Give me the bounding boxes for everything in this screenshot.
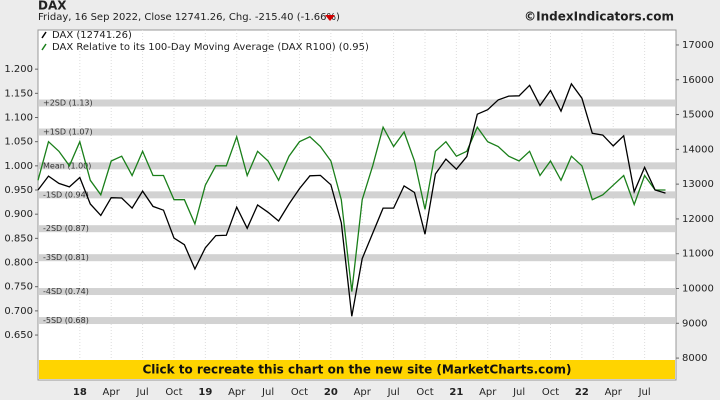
series-line [37, 125, 666, 292]
sd-band [39, 99, 675, 107]
y-tick-label: 1.150 [4, 88, 33, 99]
sd-band [39, 254, 675, 262]
x-tick-label: 19 [198, 387, 212, 398]
band-label: -4SD (0.74) [43, 287, 89, 296]
x-tick-label: Jul [512, 387, 525, 398]
y2-tick-label: 11000 [682, 249, 714, 260]
band-label: Mean (1.00) [43, 161, 91, 170]
legend-entry: DAX Relative to its 100-Day Moving Avera… [52, 42, 369, 53]
band-label: +2SD (1.13) [43, 98, 93, 107]
y-tick-label: 1.100 [4, 113, 33, 124]
x-tick-label: Apr [103, 387, 121, 398]
chart-subtitle: Friday, 16 Sep 2022, Close 12741.26, Chg… [38, 12, 340, 23]
legend-entry: DAX (12741.26) [52, 30, 132, 41]
y2-tick-label: 15000 [682, 110, 714, 121]
y2-tick-label: 17000 [682, 40, 714, 51]
y2-tick-label: 14000 [682, 144, 714, 155]
y-tick-label: 0.800 [4, 258, 33, 269]
source: ©IndexIndicators.com [524, 10, 674, 24]
y-tick-label: 0.850 [4, 233, 33, 244]
x-tick-label: Jul [261, 387, 274, 398]
sd-band [39, 288, 675, 296]
x-tick-label: 21 [449, 387, 463, 398]
x-tick-label: Oct [291, 387, 308, 398]
y-tick-label: 0.650 [4, 330, 33, 341]
band-label: -2SD (0.87) [43, 224, 89, 233]
sd-band [39, 191, 675, 199]
x-tick-label: Apr [605, 387, 623, 398]
y-tick-label: 0.750 [4, 282, 33, 293]
y-tick-label: 1.000 [4, 161, 33, 172]
y2-tick-label: 16000 [682, 75, 714, 86]
band-label: -3SD (0.81) [43, 253, 89, 262]
sd-band [39, 128, 675, 136]
x-tick-label: Apr [479, 387, 497, 398]
x-tick-label: 18 [73, 387, 87, 398]
x-tick-label: 22 [575, 387, 589, 398]
series-line [37, 82, 666, 317]
band-label: +1SD (1.07) [43, 128, 93, 137]
y2-tick-label: 9000 [682, 318, 707, 329]
band-label: -1SD (0.94) [43, 190, 89, 199]
sd-band [39, 162, 675, 170]
sd-band [39, 225, 675, 233]
legend-swatch [41, 43, 47, 51]
chart-title: DAX [38, 0, 67, 13]
x-tick-label: Jul [638, 387, 651, 398]
x-tick-label: 20 [324, 387, 338, 398]
banner-text[interactable]: Click to recreate this chart on the new … [142, 363, 571, 377]
y-tick-label: 0.900 [4, 209, 33, 220]
x-tick-label: Apr [228, 387, 246, 398]
x-tick-label: Apr [354, 387, 372, 398]
y-tick-label: 1.200 [4, 64, 33, 75]
x-tick-label: Oct [165, 387, 182, 398]
legend-swatch [41, 31, 47, 39]
y2-tick-label: 13000 [682, 179, 714, 190]
banner[interactable] [39, 360, 675, 379]
x-tick-label: Jul [387, 387, 400, 398]
x-tick-label: Oct [542, 387, 559, 398]
sd-band [39, 317, 675, 325]
y-tick-label: 0.950 [4, 185, 33, 196]
x-tick-label: Oct [416, 387, 433, 398]
y-tick-label: 1.050 [4, 137, 33, 148]
y2-tick-label: 8000 [682, 353, 707, 364]
x-tick-label: Jul [136, 387, 149, 398]
y-tick-label: 0.700 [4, 306, 33, 317]
y2-tick-label: 10000 [682, 283, 714, 294]
y2-tick-label: 12000 [682, 214, 714, 225]
down-arrow [325, 15, 335, 21]
band-label: -5SD (0.68) [43, 316, 89, 325]
